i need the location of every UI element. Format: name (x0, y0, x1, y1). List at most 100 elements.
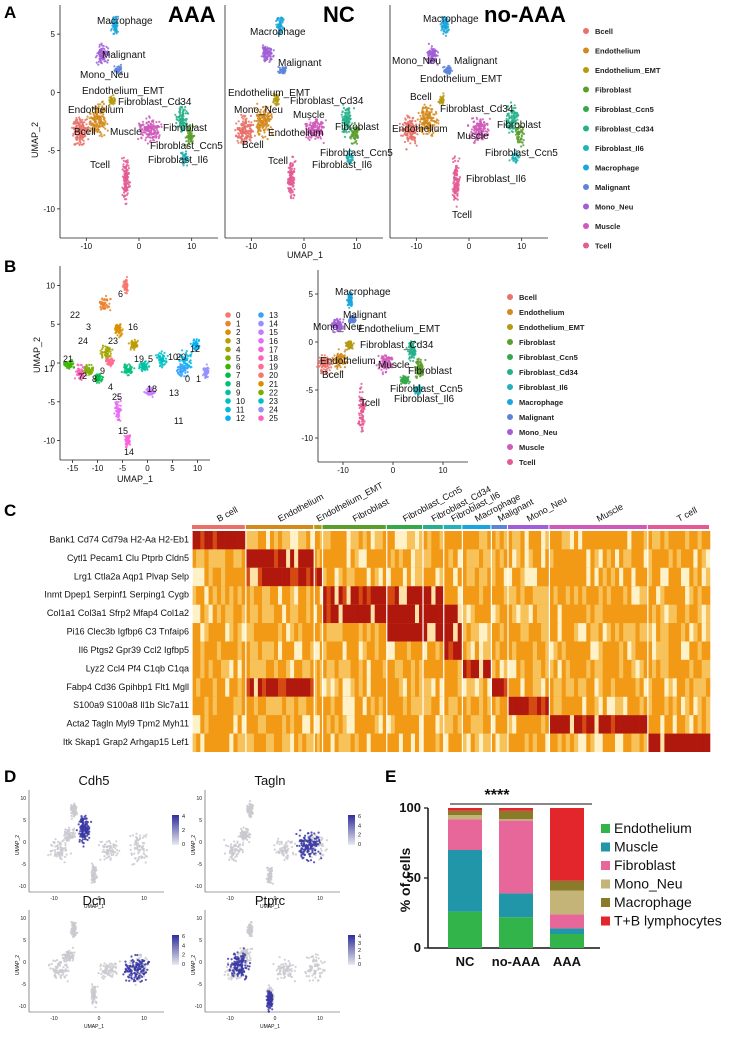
panel-b-map-cluster-label: 0 (185, 374, 190, 384)
legend-swatch (601, 898, 610, 907)
heatmap-cell (495, 531, 500, 550)
heatmap-cell (582, 604, 587, 624)
heatmap-cell (221, 659, 226, 679)
heatmap-cell (689, 549, 694, 568)
heatmap-cell (241, 678, 247, 697)
feature-plot-y-tick-label: 5 (199, 938, 202, 944)
heatmap-cell (689, 696, 694, 716)
panel-b-celltype-legend: BcellEndotheliumEndothelium_EMTFibroblas… (507, 293, 585, 467)
panel-a-legend-label: Endothelium (595, 47, 641, 56)
heatmap-cell (681, 641, 686, 660)
heatmap-cell (541, 567, 546, 587)
heatmap-cell (406, 567, 412, 587)
heatmap-cell (237, 733, 242, 752)
heatmap-cell (623, 531, 628, 550)
heatmap-cell (635, 586, 640, 605)
heatmap-cell (241, 659, 247, 679)
heatmap-cell (610, 549, 616, 568)
panel-b-map-cluster-label: 13 (169, 388, 179, 398)
heatmap-cell (561, 733, 567, 752)
feature-plot-y-tick-label: 5 (23, 938, 26, 944)
heatmap-cell (590, 696, 595, 716)
heatmap-gene-row-label: Pi16 Clec3b Igfbp6 C3 Tnfaip6 (67, 627, 189, 637)
heatmap-cell (528, 567, 534, 587)
heatmap-cell (342, 623, 347, 642)
feature-plot-y-tick-label: 10 (196, 916, 202, 922)
heatmap-cell (491, 715, 496, 734)
heatmap-cell (208, 715, 213, 734)
chart-y-tick-label: 100 (399, 800, 421, 815)
feature-plot-scale-tick: 4 (358, 934, 361, 940)
heatmap-cell (635, 549, 640, 568)
heatmap-cell (537, 586, 542, 605)
heatmap-cell (495, 696, 500, 716)
heatmap-cell (631, 586, 636, 605)
heatmap-cell (204, 549, 209, 568)
cluster-legend-dot (225, 406, 231, 413)
heatmap-cell (457, 641, 463, 660)
heatmap-cell (306, 733, 311, 752)
heatmap-cell (306, 715, 311, 734)
heatmap-cell (479, 549, 484, 568)
heatmap-cell (479, 641, 484, 660)
feature-plot-scale-tick: 4 (358, 823, 361, 829)
heatmap-cell (619, 678, 624, 697)
heatmap-cell (398, 641, 404, 660)
heatmap-cell (553, 623, 558, 642)
heatmap-cell (431, 696, 436, 716)
heatmap-cell (503, 641, 509, 660)
heatmap-cell (676, 659, 682, 679)
heatmap-cell (306, 696, 311, 716)
heatmap-cell (294, 678, 299, 697)
heatmap-cell (435, 586, 440, 605)
cluster-legend-label: 24 (269, 406, 278, 415)
heatmap-cell (431, 531, 436, 550)
heatmap-cell (241, 715, 247, 734)
panel-a-noaaa-x-tick-label: 0 (467, 242, 472, 251)
heatmap-cell (623, 641, 628, 660)
heatmap-cell (594, 567, 599, 587)
heatmap-cell (233, 715, 238, 734)
panel-b-right-label: Tcell (360, 398, 380, 409)
heatmap-cell (310, 696, 315, 716)
heatmap-cell (652, 604, 657, 624)
heatmap-cell (689, 641, 694, 660)
heatmap-cell (390, 586, 396, 605)
heatmap-cell (643, 659, 649, 679)
legend-label: Endothelium (614, 820, 692, 836)
cluster-legend-label: 4 (236, 345, 241, 354)
panel-a-nc-label: Fibroblast_Cd34 (290, 96, 364, 107)
panel-label-a: A (4, 3, 16, 22)
heatmap-cell (326, 604, 331, 624)
legend-label: Macrophage (614, 894, 692, 910)
heatmap-cell (664, 604, 669, 624)
heatmap-cell (553, 733, 558, 752)
panel-b-legend-dot (507, 309, 513, 315)
heatmap-cell (697, 641, 702, 660)
heatmap-cell (578, 678, 583, 697)
heatmap-cell (578, 586, 583, 605)
heatmap-cell (317, 586, 321, 605)
heatmap-cell (286, 549, 291, 568)
heatmap-cell (390, 659, 396, 679)
heatmap-cell (410, 733, 416, 752)
heatmap-cell (286, 678, 291, 697)
heatmap-gene-row-label: Acta2 Tagln Myl9 Tpm2 Myh11 (66, 719, 189, 729)
heatmap-cell (619, 659, 624, 679)
heatmap-cell (483, 604, 488, 624)
heatmap-cell (274, 696, 279, 716)
panel-a-legend: BcellEndotheliumEndothelium_EMTFibroblas… (583, 27, 661, 251)
heatmap-cell (354, 623, 359, 642)
heatmap-cell (594, 549, 599, 568)
heatmap-cell (237, 586, 242, 605)
heatmap-cell (423, 641, 428, 660)
heatmap-cell (406, 586, 412, 605)
heatmap-cell (647, 531, 653, 550)
heatmap-cell (685, 696, 690, 716)
heatmap-cell (362, 549, 367, 568)
panel-a-legend-label: Fibroblast_Il6 (595, 144, 644, 153)
heatmap-cell (553, 531, 558, 550)
heatmap-cell (216, 659, 222, 679)
feature-plot-y-tick-label: 5 (199, 818, 202, 824)
